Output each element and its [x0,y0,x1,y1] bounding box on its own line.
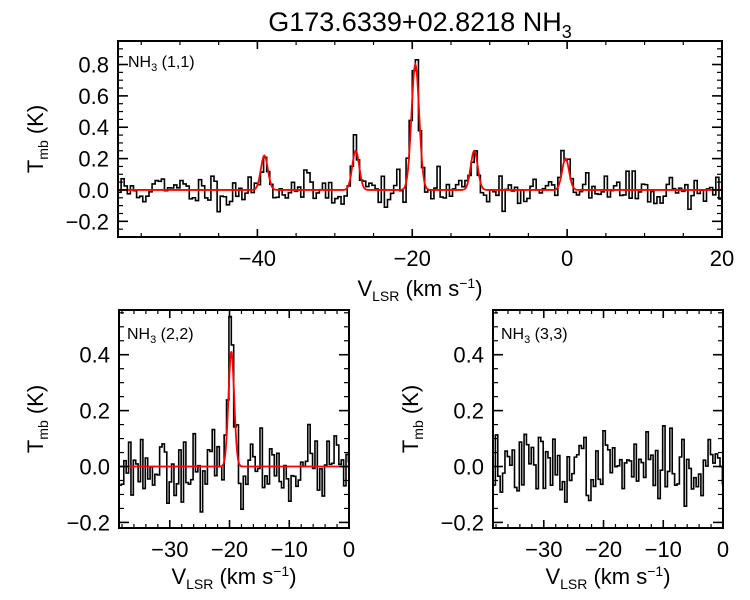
x-axis-title-top-tail2: ) [475,276,482,301]
y-tick-label-bottom-left: −0.2 [67,510,110,535]
plot-area-bottom-right [493,424,723,507]
y-tick-label-bottom-right: −0.2 [441,510,484,535]
y-tick-label-bottom-right: 0.4 [453,343,484,368]
x-axis-title-top-sub: LSR [372,288,399,304]
figure-title-main: G173.6339+02.8218 NH [268,7,561,37]
y-axis-title-top-main: T [23,160,48,173]
x-tick-label-bottom-left: −30 [151,537,188,562]
panel-label-bottom-left-tail: (2,2) [156,326,193,343]
x-axis-title-bottom-left-tail1: (km s [213,564,273,589]
x-tick-label-bottom-right: −30 [525,537,562,562]
panel-label-bottom-right-tail: (3,3) [530,326,567,343]
frame-bottom-right [492,309,724,529]
panel-label-bottom-left-main: NH [127,326,150,343]
y-tick-label-bottom-left: 0.0 [79,455,110,480]
y-tick-label-top: 0.6 [78,84,109,109]
y-tick-label-top: 0.4 [78,115,109,140]
x-axis-title-bottom-left: VLSR (km s−1) [171,563,296,592]
x-tick-label-top: 20 [710,246,734,271]
x-axis-title-top-main: V [357,276,372,301]
y-tick-label-top: 0.2 [78,147,109,172]
y-axis-title-bottom-left-main: T [23,440,48,453]
ticks-bottom-left: −30 −20 −10 0 −0.2 0.0 0.2 0.4 [67,310,355,562]
panel-bottom-right: −30 −20 −10 0 −0.2 0.0 0.2 0.4 NH3 (3,3) VLSR (… [398,309,729,592]
panel-label-bottom-right-sub: 3 [524,334,530,346]
ticks-bottom-right: −30 −20 −10 0 −0.2 0.0 0.2 0.4 [441,310,729,562]
panel-label-top: NH3 (1,1) [128,54,195,74]
y-tick-label-top: 0.8 [78,53,109,78]
x-tick-label-top: 0 [561,246,573,271]
y-axis-title-top-tail: (K) [23,105,48,140]
x-axis-title-bottom-right: VLSR (km s−1) [545,563,670,592]
x-axis-title-bottom-left-main: V [171,564,186,589]
figure-title: G173.6339+02.8218 NH3 [268,7,572,42]
panel-label-top-main: NH [128,54,151,71]
y-axis-title-bottom-right-sub: mb [410,420,426,440]
x-axis-title-bottom-right-sub: LSR [560,576,587,592]
x-axis-title-bottom-right-main: V [545,564,560,589]
x-axis-title-bottom-right-sup: −1 [647,563,663,579]
plot-area-top [118,58,722,213]
series-fit-top [118,61,722,191]
y-axis-title-top: Tmb (K) [23,105,51,173]
plot-area-bottom-left [119,315,349,513]
panel-label-top-tail: (1,1) [157,54,194,71]
x-tick-label-bottom-left: −20 [211,537,248,562]
y-tick-label-bottom-left: 0.2 [79,399,110,424]
panel-label-bottom-right-main: NH [501,326,524,343]
panel-bottom-left: −30 −20 −10 0 −0.2 0.0 0.2 0.4 NH3 (2,2) VLSR (… [23,309,355,592]
ticks-top: −40 −20 0 20 −0.2 0.0 0.2 0.4 0.6 0.8 [66,40,734,271]
x-tick-label-top: −20 [394,246,431,271]
x-tick-label-bottom-right: −20 [585,537,622,562]
panel-label-bottom-left-sub: 3 [150,334,156,346]
x-axis-title-top-sup: −1 [459,275,475,291]
y-axis-title-bottom-right-main: T [398,440,423,453]
panel-label-top-sub: 3 [151,62,157,74]
x-axis-title-bottom-left-sub: LSR [186,576,213,592]
x-axis-title-bottom-left-tail2: ) [289,564,296,589]
y-axis-title-bottom-left-tail: (K) [23,385,48,420]
x-axis-title-bottom-right-tail2: ) [663,564,670,589]
panel-label-bottom-right: NH3 (3,3) [501,326,568,346]
series-spectrum-bottom-right [493,424,723,507]
frame-top [117,40,723,238]
x-tick-label-bottom-right: 0 [717,537,729,562]
panel-label-bottom-left: NH3 (2,2) [127,326,194,346]
x-axis-title-bottom-left-sup: −1 [273,563,289,579]
y-tick-label-bottom-right: 0.0 [453,455,484,480]
x-axis-title-bottom-right-tail1: (km s [587,564,647,589]
y-tick-label-top: 0.0 [78,178,109,203]
x-tick-label-bottom-right: −10 [645,537,682,562]
y-tick-label-bottom-left: 0.4 [79,343,110,368]
y-axis-title-bottom-right: Tmb (K) [398,385,426,453]
x-axis-title-top-tail1: (km s [399,276,459,301]
y-tick-label-top: −0.2 [66,209,109,234]
y-axis-title-bottom-right-tail: (K) [398,385,423,420]
frame-bottom-left [118,309,350,529]
y-axis-title-bottom-left: Tmb (K) [23,385,51,453]
figure-title-sub: 3 [562,22,572,42]
series-fit-bottom-left [119,351,349,468]
x-tick-label-top: −40 [239,246,276,271]
y-tick-label-bottom-right: 0.2 [453,399,484,424]
y-axis-title-top-sub: mb [35,140,51,160]
panel-top: −40 −20 0 20 −0.2 0.0 0.2 0.4 0.6 0.8 NH3 (1,1) V… [23,40,734,304]
x-tick-label-bottom-left: 0 [343,537,355,562]
x-tick-label-bottom-left: −10 [271,537,308,562]
y-axis-title-bottom-left-sub: mb [35,420,51,440]
x-axis-title-top: VLSR (km s−1) [357,275,482,304]
